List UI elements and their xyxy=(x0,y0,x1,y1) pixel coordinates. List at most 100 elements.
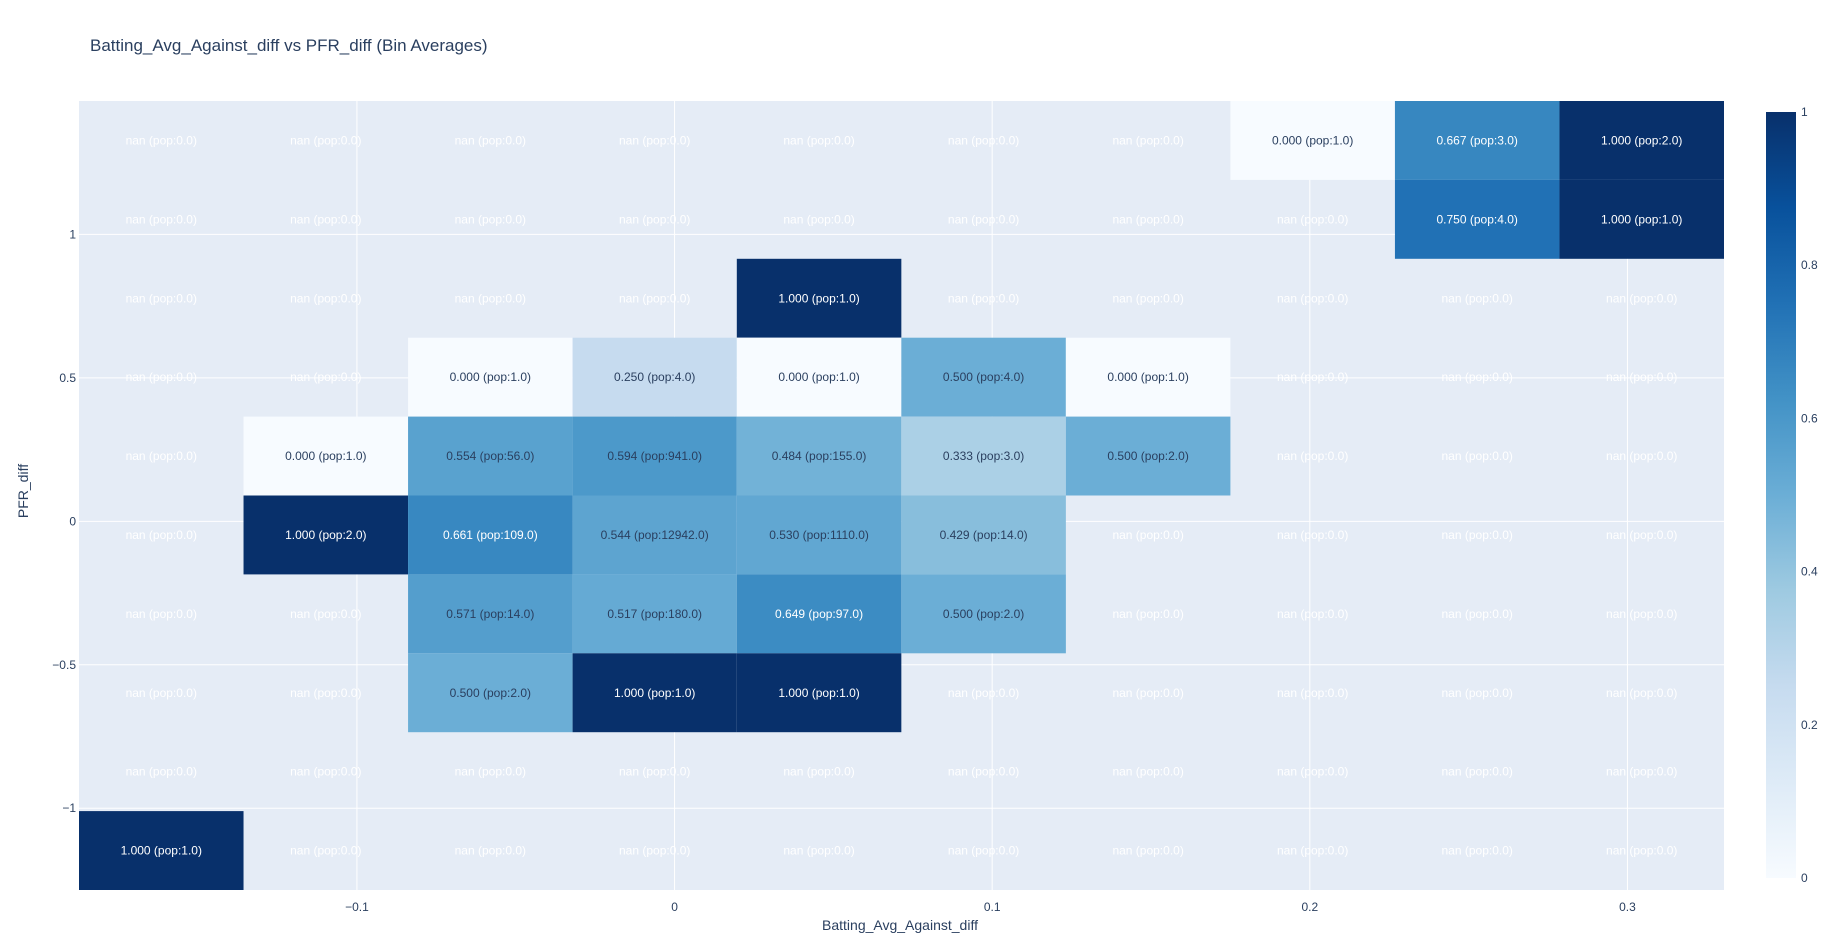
x-axis-label: Batting_Avg_Against_diff xyxy=(822,917,978,933)
cell-label: nan (pop:0.0) xyxy=(126,370,197,384)
cell-label: nan (pop:0.0) xyxy=(783,212,854,226)
cell-label: 0.517 (pop:180.0) xyxy=(607,607,702,621)
cell-label: 1.000 (pop:2.0) xyxy=(285,528,366,542)
cell-label: nan (pop:0.0) xyxy=(126,528,197,542)
cell-label: nan (pop:0.0) xyxy=(1606,528,1677,542)
cell-label: nan (pop:0.0) xyxy=(948,133,1019,147)
cell-labels: nan (pop:0.0) nan (pop:0.0) nan (pop:0.0) n… xyxy=(121,133,1683,857)
cell-label: nan (pop:0.0) xyxy=(1606,291,1677,305)
colorbar-tick-label: 0 xyxy=(1801,871,1808,885)
cell-label: nan (pop:0.0) xyxy=(1606,686,1677,700)
cell-label: 0.000 (pop:1.0) xyxy=(778,370,859,384)
cell-label: nan (pop:0.0) xyxy=(290,370,361,384)
cell-label: nan (pop:0.0) xyxy=(783,133,854,147)
cell-label: 0.500 (pop:2.0) xyxy=(450,686,531,700)
x-tick-label: 0 xyxy=(671,900,678,914)
cell-label: nan (pop:0.0) xyxy=(290,212,361,226)
y-tick-label: 0 xyxy=(69,514,76,528)
chart-title: Batting_Avg_Against_diff vs PFR_diff (Bi… xyxy=(90,36,488,55)
cell-label: nan (pop:0.0) xyxy=(1112,686,1183,700)
colorbar-tick-label: 0.6 xyxy=(1801,411,1818,425)
cell-label: nan (pop:0.0) xyxy=(1277,370,1348,384)
cell-label: 0.000 (pop:1.0) xyxy=(1107,370,1188,384)
cell-label: nan (pop:0.0) xyxy=(948,212,1019,226)
cell-label: nan (pop:0.0) xyxy=(1442,370,1513,384)
cell-label: nan (pop:0.0) xyxy=(126,291,197,305)
heatmap-cell xyxy=(408,653,573,733)
x-axis-ticks: −0.1 0 0.1 0.2 0.3 xyxy=(345,900,1636,914)
cell-label: nan (pop:0.0) xyxy=(1442,844,1513,858)
cell-label: nan (pop:0.0) xyxy=(1442,449,1513,463)
heatmap-cell xyxy=(79,811,244,890)
y-tick-label: 0.5 xyxy=(59,371,76,385)
heatmap-cell xyxy=(901,337,1066,417)
y-axis-label: PFR_diff xyxy=(15,464,31,518)
cell-label: nan (pop:0.0) xyxy=(126,449,197,463)
heatmap-cell xyxy=(1394,179,1560,259)
cell-label: 0.544 (pop:12942.0) xyxy=(601,528,709,542)
cell-label: nan (pop:0.0) xyxy=(1606,765,1677,779)
cell-label: nan (pop:0.0) xyxy=(290,765,361,779)
cell-label: nan (pop:0.0) xyxy=(1112,844,1183,858)
cell-label: 1.000 (pop:1.0) xyxy=(121,844,202,858)
cell-label: 0.530 (pop:1110.0) xyxy=(769,528,869,542)
cell-label: nan (pop:0.0) xyxy=(1442,528,1513,542)
colorbar-tick-label: 0.2 xyxy=(1801,718,1818,732)
cell-label: 1.000 (pop:1.0) xyxy=(1601,212,1682,226)
cell-label: 0.333 (pop:3.0) xyxy=(943,449,1024,463)
cell-label: 0.000 (pop:1.0) xyxy=(285,449,366,463)
cell-label: 0.500 (pop:4.0) xyxy=(943,370,1024,384)
cell-label: 0.429 (pop:14.0) xyxy=(940,528,1028,542)
cell-label: nan (pop:0.0) xyxy=(1606,607,1677,621)
heatmap-cell xyxy=(736,337,902,417)
cell-label: 0.500 (pop:2.0) xyxy=(943,607,1024,621)
cell-label: nan (pop:0.0) xyxy=(1277,291,1348,305)
cell-label: nan (pop:0.0) xyxy=(126,133,197,147)
heatmap-cell xyxy=(1559,101,1724,180)
cell-label: 0.667 (pop:3.0) xyxy=(1436,133,1517,147)
heatmap-cell xyxy=(243,416,409,496)
cell-label: 1.000 (pop:1.0) xyxy=(614,686,695,700)
heatmap-cell xyxy=(736,653,902,733)
cell-label: nan (pop:0.0) xyxy=(619,291,690,305)
cell-label: nan (pop:0.0) xyxy=(1112,528,1183,542)
cell-label: 1.000 (pop:2.0) xyxy=(1601,133,1682,147)
heatmap-cell xyxy=(572,653,737,733)
cell-label: 0.000 (pop:1.0) xyxy=(1272,133,1353,147)
colorbar: 0 0.2 0.4 0.6 0.8 1 xyxy=(1766,105,1818,885)
cell-label: nan (pop:0.0) xyxy=(1112,212,1183,226)
x-tick-label: 0.2 xyxy=(1301,900,1318,914)
cell-label: 0.594 (pop:941.0) xyxy=(607,449,702,463)
cell-label: 0.571 (pop:14.0) xyxy=(446,607,534,621)
cell-label: nan (pop:0.0) xyxy=(1442,291,1513,305)
cell-label: nan (pop:0.0) xyxy=(1112,291,1183,305)
cell-label: nan (pop:0.0) xyxy=(290,607,361,621)
cell-label: nan (pop:0.0) xyxy=(783,844,854,858)
cell-label: nan (pop:0.0) xyxy=(290,291,361,305)
cell-label: nan (pop:0.0) xyxy=(619,212,690,226)
cell-label: 0.649 (pop:97.0) xyxy=(775,607,863,621)
heatmap-cell xyxy=(572,495,737,575)
cell-label: nan (pop:0.0) xyxy=(1277,212,1348,226)
heatmap-cell xyxy=(408,337,573,417)
heatmap-cell xyxy=(736,258,902,338)
cell-label: nan (pop:0.0) xyxy=(948,844,1019,858)
x-tick-label: 0.3 xyxy=(1619,900,1636,914)
heatmap-cell xyxy=(243,495,409,575)
heatmap-cell xyxy=(408,416,573,496)
cell-label: nan (pop:0.0) xyxy=(1277,607,1348,621)
cell-label: nan (pop:0.0) xyxy=(455,212,526,226)
cell-label: 0.250 (pop:4.0) xyxy=(614,370,695,384)
y-axis-ticks: −1 −0.5 0 0.5 1 xyxy=(52,227,76,815)
cell-label: nan (pop:0.0) xyxy=(1277,528,1348,542)
cell-label: nan (pop:0.0) xyxy=(1442,686,1513,700)
cell-label: nan (pop:0.0) xyxy=(1606,844,1677,858)
cell-label: nan (pop:0.0) xyxy=(1606,449,1677,463)
y-tick-label: 1 xyxy=(69,227,76,241)
heatmap-cell xyxy=(901,495,1066,575)
colorbar-tick-label: 0.8 xyxy=(1801,258,1818,272)
heatmap-cell xyxy=(408,574,573,654)
colorbar-tick-label: 1 xyxy=(1801,105,1808,119)
cell-label: nan (pop:0.0) xyxy=(1277,765,1348,779)
heatmap-cell xyxy=(901,416,1066,496)
